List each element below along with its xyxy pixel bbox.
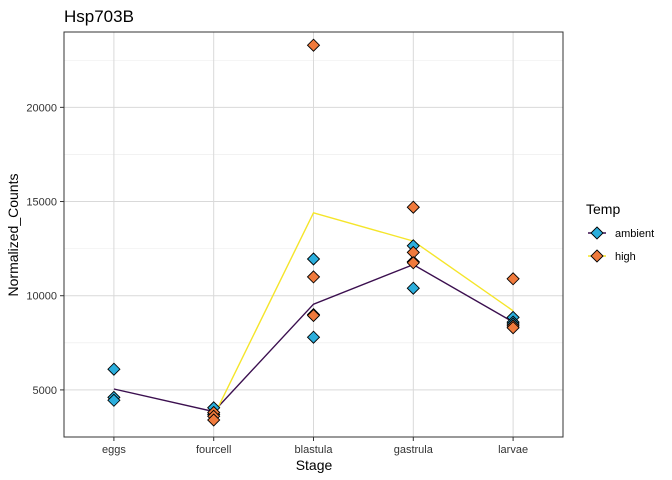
y-tick-label: 5000 (33, 385, 57, 397)
x-tick-label: fourcell (196, 444, 231, 456)
legend-title: Temp (586, 201, 620, 217)
data-point-high (306, 270, 321, 284)
legend-label-high: high (615, 251, 636, 263)
legend: Temp ambient high (586, 201, 654, 263)
plot-panel: 5000 10000 15000 20000 eggs fourcell blastula g… (26, 31, 564, 456)
legend-label-ambient: ambient (615, 228, 654, 240)
legend-key-high (590, 249, 604, 263)
data-point-high (506, 321, 520, 335)
y-tick-label: 15000 (26, 197, 57, 209)
y-tick-label: 10000 (26, 291, 57, 303)
data-point-ambient (306, 330, 321, 344)
x-axis-title: Stage (296, 457, 333, 473)
x-tick-label: gastrula (394, 444, 434, 456)
x-tick-label: larvae (498, 444, 528, 456)
data-point-ambient (406, 281, 420, 295)
data-point-ambient (107, 362, 121, 376)
x-tick-label: blastula (295, 444, 334, 456)
data-point-high (306, 38, 321, 52)
series-line-high (213, 211, 514, 417)
x-tick-label: eggs (102, 444, 126, 456)
y-axis-title: Normalized_Counts (5, 174, 21, 297)
y-tick-label: 20000 (26, 102, 57, 114)
data-point-high (306, 308, 321, 323)
data-point-high (406, 256, 420, 270)
data-point-ambient (107, 393, 121, 407)
data-point-high (506, 272, 520, 286)
data-point-high (207, 413, 221, 427)
legend-key-ambient (590, 226, 604, 240)
data-point-ambient (306, 252, 321, 266)
data-point-high (406, 200, 420, 214)
series-line-ambient (113, 263, 514, 413)
chart-title: Hsp703B (64, 7, 134, 26)
